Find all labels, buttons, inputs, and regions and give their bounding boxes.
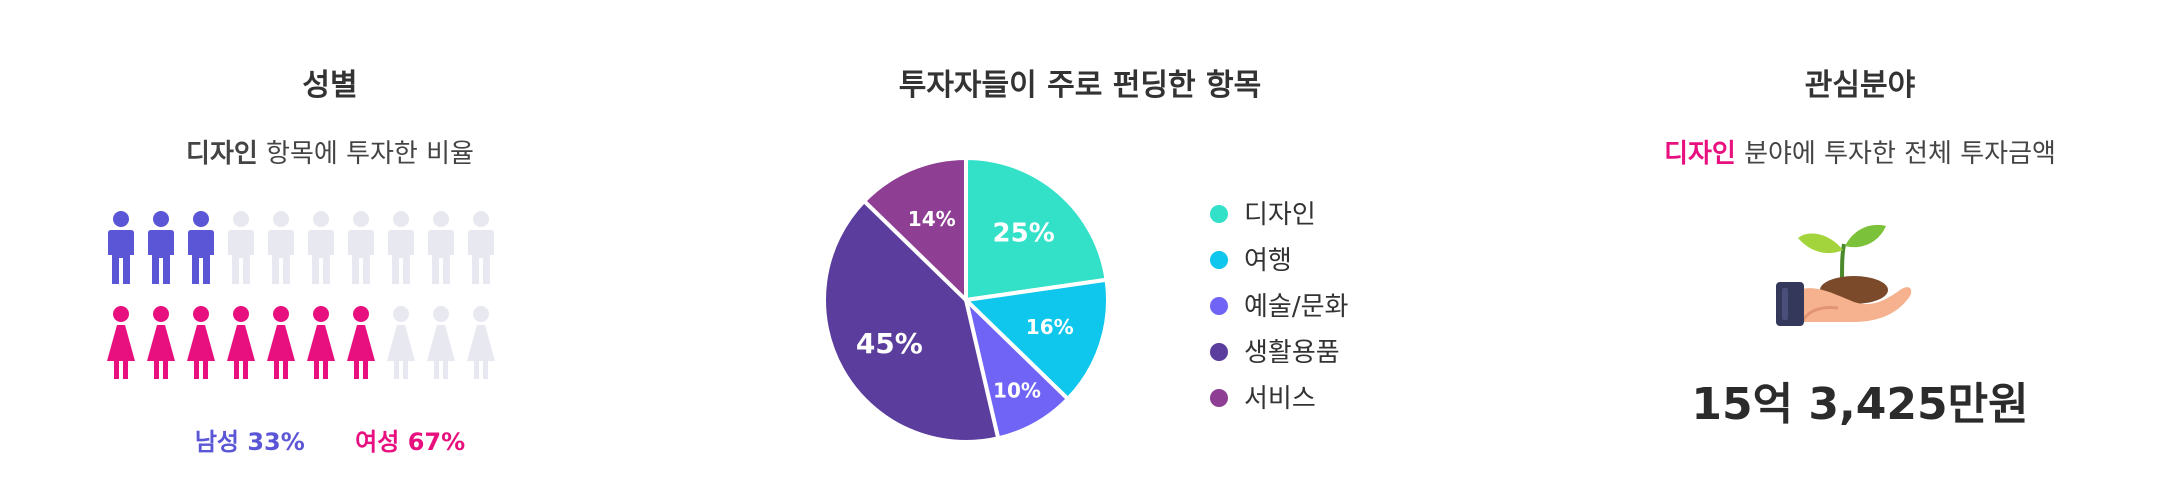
female-person-icon [306, 305, 336, 381]
investment-amount: 15억 3,425만원 [1691, 379, 2029, 430]
gender-subtitle: 디자인 항목에 투자한 비율 [0, 133, 660, 170]
gender-stats: 남성 33% 여성 67% [0, 422, 660, 457]
pie-slice [964, 155, 1109, 303]
female-person-icon [266, 305, 296, 381]
legend-swatch [1210, 388, 1228, 407]
pie-slice [822, 198, 1001, 444]
items-panel: 투자자들이 주로 펀딩한 항목 [700, 0, 1460, 480]
legend-item: 여행 [1210, 240, 1348, 286]
female-percent: 67% [407, 428, 466, 456]
legend-item: 서비스 [1210, 378, 1348, 424]
female-person-icon [466, 305, 496, 381]
legend-item: 예술/문화 [1210, 286, 1348, 332]
gender-title: 성별 [302, 68, 358, 103]
female-label: 여성 [355, 428, 400, 456]
pie-data-label: 10% [993, 378, 1041, 402]
female-stat: 여성 67% [355, 428, 465, 456]
male-person-icon [306, 210, 336, 286]
pie-data-label: 16% [1026, 315, 1074, 339]
male-person-icon [346, 210, 376, 286]
female-icon-row [106, 305, 506, 385]
female-person-icon [146, 305, 176, 381]
male-person-icon [466, 210, 496, 286]
interest-subtitle-text: 분야에 투자한 전체 투자금액 [1735, 139, 2056, 169]
male-label: 남성 [194, 428, 239, 456]
hand-sprout-icon [1776, 224, 1912, 326]
legend-item: 생활용품 [1210, 332, 1348, 378]
female-person-icon [386, 305, 416, 381]
pie-data-label: 25% [993, 218, 1055, 248]
male-person-icon [266, 210, 296, 286]
pie-data-label: 45% [856, 327, 923, 360]
pie-slice [861, 155, 968, 305]
pie-data-label: 14% [908, 207, 956, 231]
male-percent: 33% [247, 428, 305, 456]
male-person-icon [106, 210, 136, 286]
female-person-icon [346, 305, 376, 381]
male-icon-row [106, 210, 506, 290]
interest-title: 관심분야 [1804, 68, 1916, 103]
female-person-icon [186, 305, 216, 381]
interest-subtitle: 디자인 분야에 투자한 전체 투자금액 [1560, 133, 2160, 170]
female-person-icon [226, 305, 256, 381]
legend-swatch [1210, 250, 1228, 269]
interest-subtitle-category: 디자인 [1664, 139, 1736, 169]
male-person-icon [186, 210, 216, 286]
male-person-icon [426, 210, 456, 286]
pie-slice [961, 277, 1110, 402]
legend-swatch [1210, 342, 1228, 361]
legend-label: 생활용품 [1244, 338, 1340, 368]
legend-label: 서비스 [1244, 384, 1316, 414]
female-person-icon [426, 305, 456, 381]
legend-label: 예술/문화 [1244, 292, 1349, 322]
gender-subtitle-text: 항목에 투자한 비율 [257, 139, 474, 169]
female-person-icon [106, 305, 136, 381]
male-person-icon [226, 210, 256, 286]
interest-panel: 관심분야 디자인 분야에 투자한 전체 투자금액 15억 3,425만원 [1560, 0, 2160, 480]
legend-swatch [1210, 296, 1228, 315]
gender-subtitle-category: 디자인 [186, 139, 258, 169]
legend-swatch [1210, 204, 1228, 223]
chart-title: 투자자들이 주로 펀딩한 항목 [898, 68, 1262, 103]
legend-item: 디자인 [1210, 194, 1348, 240]
male-person-icon [386, 210, 416, 286]
legend-label: 여행 [1244, 246, 1292, 276]
male-person-icon [146, 210, 176, 286]
male-stat: 남성 33% [195, 428, 305, 456]
legend-label: 디자인 [1244, 200, 1316, 230]
gender-panel: 성별 디자인 항목에 투자한 비율 남성 33% 여성 67% [0, 0, 660, 480]
